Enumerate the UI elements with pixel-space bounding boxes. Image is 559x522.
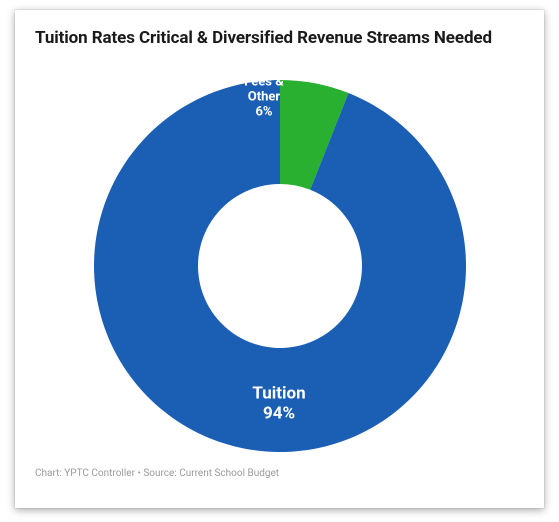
donut-chart: Fees &Other 6% Tuition 94% — [35, 56, 524, 466]
footer-source: Current School Budget — [179, 468, 279, 479]
footer-author: YPTC Controller — [64, 468, 135, 479]
footer-source-prefix: Source: — [143, 468, 179, 479]
donut-slice — [94, 80, 466, 452]
chart-title: Tuition Rates Critical & Diversified Rev… — [35, 28, 524, 48]
chart-card: Tuition Rates Critical & Diversified Rev… — [15, 10, 544, 508]
chart-footer: Chart: YPTC Controller • Source: Current… — [35, 468, 524, 479]
footer-chart-prefix: Chart: — [35, 468, 64, 479]
donut-svg — [36, 56, 524, 466]
